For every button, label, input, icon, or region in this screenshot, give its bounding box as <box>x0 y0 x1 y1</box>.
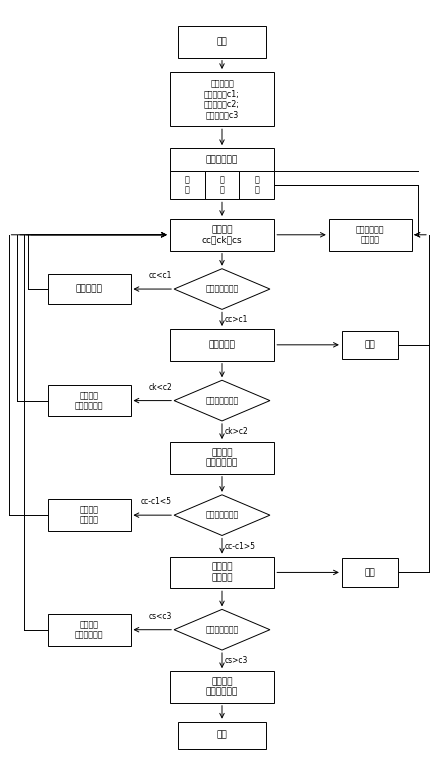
Text: 集水笱温度比较: 集水笱温度比较 <box>206 625 238 634</box>
FancyBboxPatch shape <box>342 331 398 359</box>
Text: 水
冷: 水 冷 <box>254 175 259 195</box>
Text: 水冷系统
水泵关闭: 水冷系统 水泵关闭 <box>79 505 99 525</box>
Text: 试验筱温度比较: 试验筱温度比较 <box>206 511 238 520</box>
FancyBboxPatch shape <box>329 219 412 251</box>
Text: cc-c1>5: cc-c1>5 <box>224 542 255 551</box>
FancyBboxPatch shape <box>170 148 274 171</box>
Text: cs<c3: cs<c3 <box>149 612 172 620</box>
Text: cc-c1<5: cc-c1<5 <box>141 497 172 506</box>
Text: cc>c1: cc>c1 <box>224 315 248 324</box>
Text: 排风口温度比较: 排风口温度比较 <box>206 396 238 405</box>
Text: 参数设定：
试验筱温度c1;
排气口温度c2;
集水笱温度c3: 参数设定： 试验筱温度c1; 排气口温度c2; 集水笱温度c3 <box>204 79 240 119</box>
Text: 开始: 开始 <box>217 37 227 46</box>
Text: cs>c3: cs>c3 <box>224 656 248 665</box>
Text: ck>c2: ck>c2 <box>224 427 248 436</box>
Text: 工作模式过程: 工作模式过程 <box>206 155 238 164</box>
FancyBboxPatch shape <box>342 558 398 587</box>
Polygon shape <box>174 380 270 421</box>
FancyBboxPatch shape <box>48 614 131 645</box>
Text: 通风系统
制冷风机启动: 通风系统 制冷风机启动 <box>206 448 238 468</box>
Text: 工作模式转换
同步开关: 工作模式转换 同步开关 <box>356 225 385 245</box>
FancyBboxPatch shape <box>170 671 274 703</box>
FancyBboxPatch shape <box>239 171 274 200</box>
Text: cc<c1: cc<c1 <box>149 271 172 280</box>
Text: 水冷系统
制冷水机启动: 水冷系统 制冷水机启动 <box>206 677 238 696</box>
FancyBboxPatch shape <box>170 72 274 126</box>
Text: 手动: 手动 <box>365 341 376 349</box>
FancyBboxPatch shape <box>48 274 131 304</box>
Polygon shape <box>174 269 270 309</box>
Text: 通风机启动: 通风机启动 <box>209 341 235 349</box>
Text: 试验筱温度比较: 试验筱温度比较 <box>206 284 238 293</box>
Text: ck<c2: ck<c2 <box>148 383 172 392</box>
Polygon shape <box>174 610 270 650</box>
FancyBboxPatch shape <box>48 385 131 416</box>
FancyBboxPatch shape <box>170 329 274 360</box>
Text: 通风机关闭: 通风机关闭 <box>75 284 103 293</box>
Text: 温度测量
cc、ck、cs: 温度测量 cc、ck、cs <box>202 225 242 245</box>
FancyBboxPatch shape <box>170 556 274 588</box>
FancyBboxPatch shape <box>205 171 239 200</box>
Polygon shape <box>174 495 270 536</box>
FancyBboxPatch shape <box>178 722 266 749</box>
Text: 通风系统
制冷风机关闭: 通风系统 制冷风机关闭 <box>75 391 103 410</box>
Text: 手动: 手动 <box>365 568 376 577</box>
Text: 停机: 停机 <box>217 731 227 740</box>
FancyBboxPatch shape <box>170 171 205 200</box>
FancyBboxPatch shape <box>178 26 266 58</box>
Text: 水冷系统
制冷水机关闭: 水冷系统 制冷水机关闭 <box>75 620 103 639</box>
FancyBboxPatch shape <box>48 499 131 531</box>
Text: 水冷系统
水泵启动: 水冷系统 水泵启动 <box>211 562 233 582</box>
Text: 水
气: 水 气 <box>185 175 190 195</box>
FancyBboxPatch shape <box>170 219 274 251</box>
FancyBboxPatch shape <box>170 442 274 474</box>
Text: 气
冷: 气 冷 <box>220 175 224 195</box>
